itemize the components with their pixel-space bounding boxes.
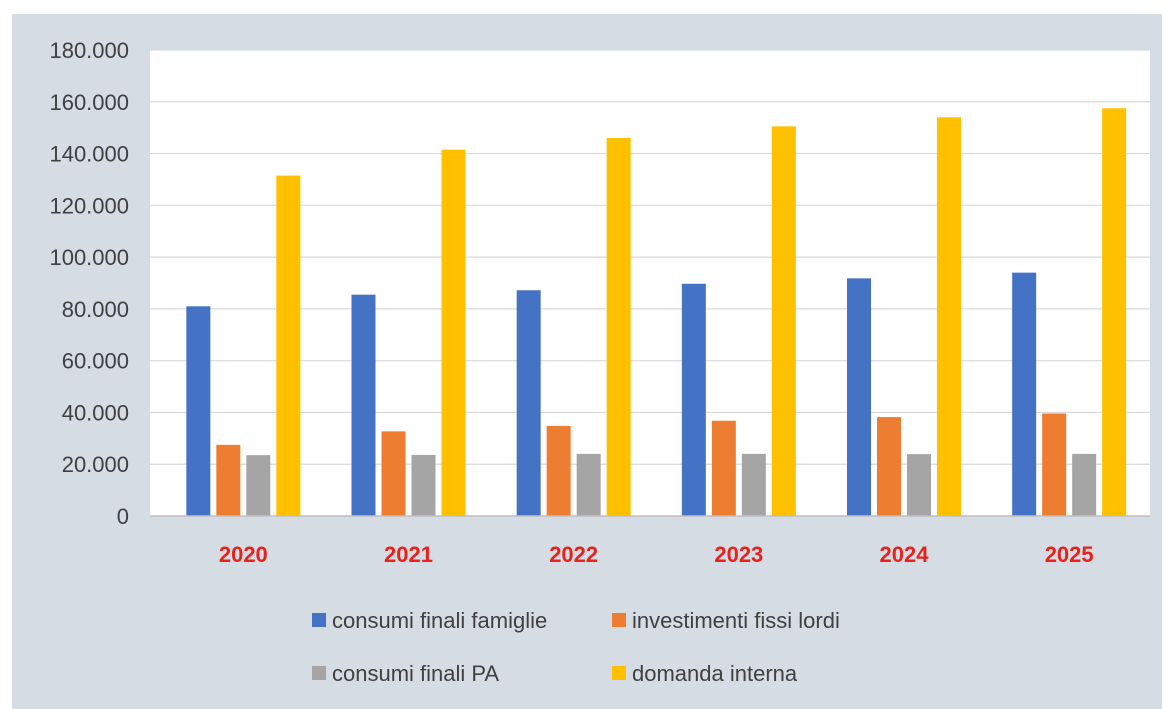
legend-swatch <box>612 613 626 627</box>
x-tick-label: 2020 <box>219 542 268 567</box>
bar-2021-1 <box>351 294 376 516</box>
legend-swatch <box>312 666 326 680</box>
legend-swatch <box>312 613 326 627</box>
bar-2025-4 <box>1102 108 1127 516</box>
legend-label: consumi finali famiglie <box>332 608 547 633</box>
y-tick-label: 120.000 <box>49 193 129 218</box>
bar-2023-3 <box>741 453 766 516</box>
x-tick-label: 2024 <box>880 542 930 567</box>
bar-2021-4 <box>441 149 466 516</box>
bar-2021-2 <box>381 431 406 516</box>
legend-label: consumi finali PA <box>332 661 499 686</box>
x-tick-label: 2022 <box>549 542 598 567</box>
bar-2024-4 <box>937 117 961 517</box>
y-tick-label: 40.000 <box>62 400 129 425</box>
y-axis: 0 20.000 40.000 60.000 80.000 100.000 120.000 1… <box>49 38 129 529</box>
y-tick-label: 0 <box>117 504 129 529</box>
x-tick-label: 2023 <box>714 542 763 567</box>
y-tick-label: 20.000 <box>62 452 129 477</box>
bar-2023-2 <box>711 420 736 516</box>
bar-2025-2 <box>1042 413 1067 516</box>
bar-2025-1 <box>1012 272 1037 516</box>
legend-swatch <box>612 666 626 680</box>
x-tick-label: 2025 <box>1045 542 1094 567</box>
y-tick-label: 160.000 <box>49 90 129 115</box>
y-tick-label: 140.000 <box>49 142 129 167</box>
bars <box>186 108 1127 517</box>
legend-label: domanda interna <box>632 661 798 686</box>
x-tick-label: 2021 <box>384 542 433 567</box>
y-tick-label: 60.000 <box>62 349 129 374</box>
bar-2021-3 <box>411 454 436 516</box>
y-tick-label: 100.000 <box>49 245 129 270</box>
bar-2024-2 <box>877 417 901 516</box>
legend-label: investimenti fissi lordi <box>632 608 840 633</box>
bar-2022-3 <box>576 453 601 516</box>
bar-2020-1 <box>186 306 211 516</box>
y-tick-label: 180.000 <box>49 38 129 63</box>
bar-2023-4 <box>771 126 796 516</box>
legend: consumi finali famiglie investimenti fiss… <box>312 608 840 686</box>
bar-2024-1 <box>847 278 871 516</box>
gridlines <box>150 49 1150 465</box>
bar-2020-3 <box>246 455 271 516</box>
x-axis: 2020 2021 2022 2023 2024 2025 <box>219 542 1094 567</box>
bar-2020-2 <box>216 444 241 516</box>
plot-area <box>150 50 1150 516</box>
bar-2023-1 <box>681 283 706 516</box>
bar-2020-4 <box>276 175 301 517</box>
bar-2022-2 <box>546 425 571 516</box>
bar-2022-1 <box>516 290 541 516</box>
bar-2024-3 <box>907 454 931 516</box>
bar-2022-4 <box>606 138 631 516</box>
bar-2025-3 <box>1072 453 1097 516</box>
y-tick-label: 80.000 <box>62 297 129 322</box>
